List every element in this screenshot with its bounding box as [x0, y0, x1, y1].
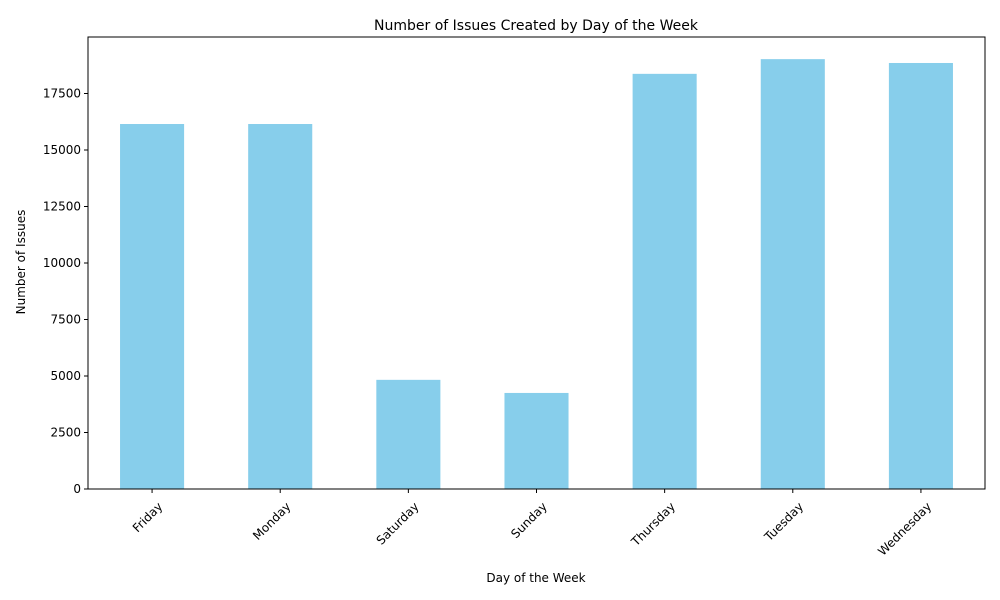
y-tick-label: 17500 [43, 87, 81, 101]
y-tick-label: 2500 [50, 426, 81, 440]
x-tick-label-sunday: Sunday [508, 499, 550, 541]
y-tick-label: 0 [73, 482, 81, 496]
x-tick-label-wednesday: Wednesday [875, 499, 934, 558]
chart-title: Number of Issues Created by Day of the W… [374, 18, 699, 34]
y-axis: 0 2500 5000 7500 10000 12500 15000 17500 [43, 87, 88, 496]
y-axis-label: Number of Issues [14, 210, 28, 315]
y-tick-label: 12500 [43, 200, 81, 214]
y-tick-label: 10000 [43, 256, 81, 270]
x-tick-label-monday: Monday [250, 499, 293, 542]
bar-sunday [504, 392, 569, 489]
x-tick-label-friday: Friday [130, 499, 166, 535]
bar-friday [120, 124, 185, 489]
x-axis-label: Day of the Week [486, 571, 585, 585]
x-tick-label-saturday: Saturday [374, 499, 422, 547]
y-tick-label: 15000 [43, 143, 81, 157]
bar-tuesday [760, 59, 825, 489]
y-tick-label: 7500 [50, 313, 81, 327]
x-tick-label-tuesday: Tuesday [761, 499, 806, 544]
x-tick-label-thursday: Thursday [628, 499, 678, 549]
bar-thursday [632, 73, 697, 489]
bar-monday [248, 124, 313, 489]
y-tick-label: 5000 [50, 369, 81, 383]
x-axis: Friday Monday Saturday Sunday Thursday Tuesda… [130, 489, 934, 558]
bar-saturday [376, 379, 441, 489]
bar-wednesday [888, 62, 953, 490]
bars-group [120, 59, 953, 490]
